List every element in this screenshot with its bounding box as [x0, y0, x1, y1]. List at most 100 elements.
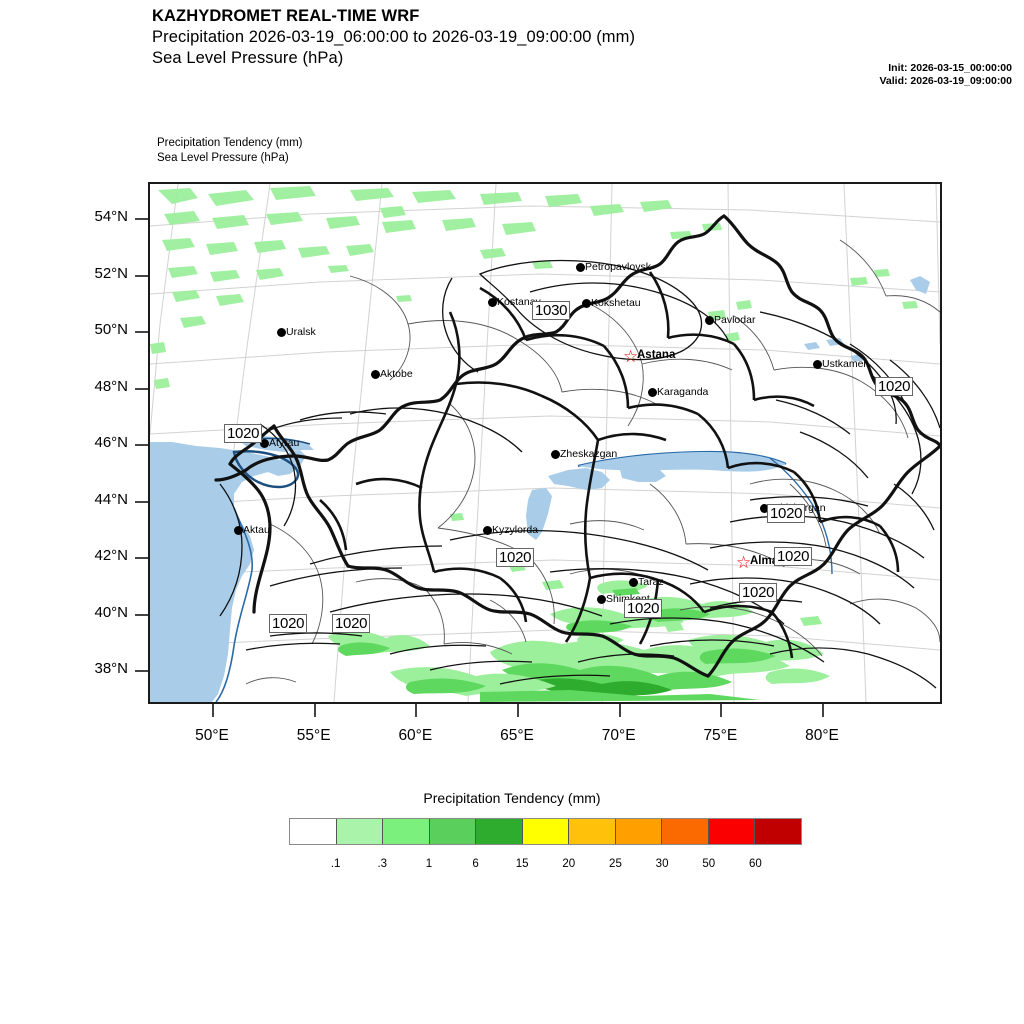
- map-canvas: [150, 184, 940, 702]
- water-bodies: [150, 276, 930, 702]
- colorbar-tick: 1: [425, 858, 433, 870]
- city-label-astana: Astana: [637, 349, 676, 361]
- colorbar-swatch: [476, 819, 523, 844]
- city-label-uralsk: Uralsk: [286, 326, 316, 338]
- lon-label: 60°E: [398, 727, 433, 744]
- lat-tick: [135, 387, 148, 390]
- city-dot-uralsk: [277, 328, 286, 337]
- colorbar-tick: 25: [609, 858, 622, 870]
- colorbar-swatch: [755, 819, 802, 844]
- lon-tick: [415, 704, 418, 717]
- subtitle-slp: Sea Level Pressure (hPa): [152, 49, 344, 67]
- lat-label: 46°N: [94, 434, 128, 451]
- isobar-label: 1020: [739, 583, 778, 602]
- colorbar-swatch: [429, 819, 477, 844]
- lon-tick: [212, 704, 214, 717]
- lon-tick: [618, 704, 621, 717]
- lon-label: 70°E: [601, 727, 636, 744]
- lon-tick: [720, 704, 723, 717]
- page-title-block: KAZHYDROMET REAL-TIME WRF Precipitation …: [152, 6, 635, 69]
- precip-field-northwest: [150, 186, 918, 389]
- city-label-taraz: Taraz: [638, 576, 664, 588]
- init-time: Init: 2026-03-15_00:00:00: [888, 62, 1012, 74]
- valid-time: Valid: 2026-03-19_09:00:00: [879, 75, 1012, 87]
- colorbar-tick: 15: [515, 858, 529, 870]
- city-dot-karaganda: [648, 388, 657, 397]
- city-label-atyrau: Atyrau: [269, 437, 300, 449]
- colorbar-swatch: [522, 819, 570, 844]
- colorbar-swatch: [336, 819, 384, 844]
- city-label-pavlodar: Pavlodar: [714, 314, 756, 326]
- city-dot-kostanay: [488, 298, 497, 307]
- city-label-karaganda: Karaganda: [657, 386, 709, 398]
- lat-tick: [135, 331, 148, 333]
- city-dot-taldykorgan: [760, 504, 769, 513]
- colorbar-swatch: [662, 819, 709, 844]
- lon-tick: [313, 704, 316, 717]
- city-dot-taraz: [629, 578, 638, 587]
- lat-label: 48°N: [94, 377, 128, 395]
- colorbar-swatch: [708, 819, 756, 844]
- city-dot-aktobe: [371, 370, 380, 379]
- lat-tick: [135, 500, 148, 503]
- isobar-label: 1020: [624, 599, 663, 618]
- city-dot-kokshetau: [582, 299, 591, 308]
- city-label-aktobe: Aktobe: [380, 368, 413, 380]
- colorbar-tick: 6: [472, 858, 479, 870]
- city-label-kyzylorda: Kyzylorda: [492, 524, 539, 536]
- colorbar-tick: .1: [330, 858, 341, 870]
- isobar-label: 1020: [767, 504, 806, 523]
- colorbar-tick: 50: [702, 858, 716, 870]
- colorbar-swatch: [615, 819, 663, 844]
- lon-label: 50°E: [195, 727, 229, 744]
- lat-label: 52°N: [94, 264, 128, 282]
- city-dot-pavlodar: [705, 316, 714, 325]
- lat-label: 42°N: [94, 547, 128, 564]
- city-label-ustkamen: Ustkamen: [822, 358, 870, 370]
- lon-label: 75°E: [703, 727, 738, 744]
- city-dot-ustkamen: [813, 360, 822, 369]
- lat-tick: [135, 218, 148, 220]
- isobar-label: 1020: [496, 548, 535, 567]
- city-label-aktau: Aktau: [243, 524, 270, 536]
- lon-label: 80°E: [805, 727, 839, 744]
- page-title: KAZHYDROMET REAL-TIME WRF: [152, 7, 420, 25]
- country-borders: [214, 214, 940, 678]
- capital-star-astana: ☆: [623, 347, 639, 366]
- city-label-kokshetau: Kokshetau: [591, 297, 641, 309]
- oblast-boundaries: [319, 271, 900, 659]
- lat-label: 54°N: [94, 208, 128, 225]
- colorbar-tick: 60: [748, 858, 762, 870]
- field-labels: Precipitation Tendency (mm) Sea Level Pr…: [157, 136, 303, 166]
- city-dot-shimkent: [597, 595, 606, 604]
- isobar-label: 1020: [774, 547, 813, 566]
- city-dot-zheskazgan: [551, 450, 560, 459]
- lat-label: 50°N: [94, 321, 128, 338]
- colorbar-tick-labels: .1 .3 1 6 15 20 25 30 50 60: [289, 858, 802, 876]
- colorbar-tick: .3: [377, 858, 388, 870]
- run-metadata: Init: 2026-03-15_00:00:00 Valid: 2026-03…: [879, 62, 1012, 88]
- subtitle-precip: Precipitation 2026-03-19_06:00:00 to 202…: [152, 28, 636, 46]
- isobar-contours: [219, 259, 940, 689]
- lat-label: 38°N: [94, 660, 128, 677]
- lat-label: 40°N: [94, 603, 128, 621]
- colorbar-tick: 30: [655, 858, 669, 870]
- city-dot-aktau: [234, 526, 243, 535]
- lat-tick: [135, 444, 148, 446]
- city-dot-atyrau: [260, 439, 269, 448]
- lat-label: 44°N: [94, 490, 128, 508]
- colorbar-swatches: [289, 818, 802, 845]
- city-dot-kyzylorda: [483, 526, 492, 535]
- isobar-label: 1020: [875, 377, 914, 396]
- colorbar-swatch: [569, 819, 616, 844]
- lon-tick: [517, 704, 519, 717]
- colorbar-swatch: [290, 819, 337, 844]
- province-boundaries: [245, 239, 940, 685]
- weather-map[interactable]: Petropavlovsk Kostanay Kokshetau Pavlodar Ur…: [148, 182, 942, 704]
- lat-tick: [135, 613, 148, 616]
- city-label-petropavlovsk: Petropavlovsk: [585, 261, 651, 273]
- city-dot-petropavlovsk: [576, 263, 585, 272]
- city-label-kostanay: Kostanay: [497, 296, 541, 308]
- isobar-label: 1020: [332, 614, 371, 633]
- field-label-precip: Precipitation Tendency (mm): [157, 137, 303, 149]
